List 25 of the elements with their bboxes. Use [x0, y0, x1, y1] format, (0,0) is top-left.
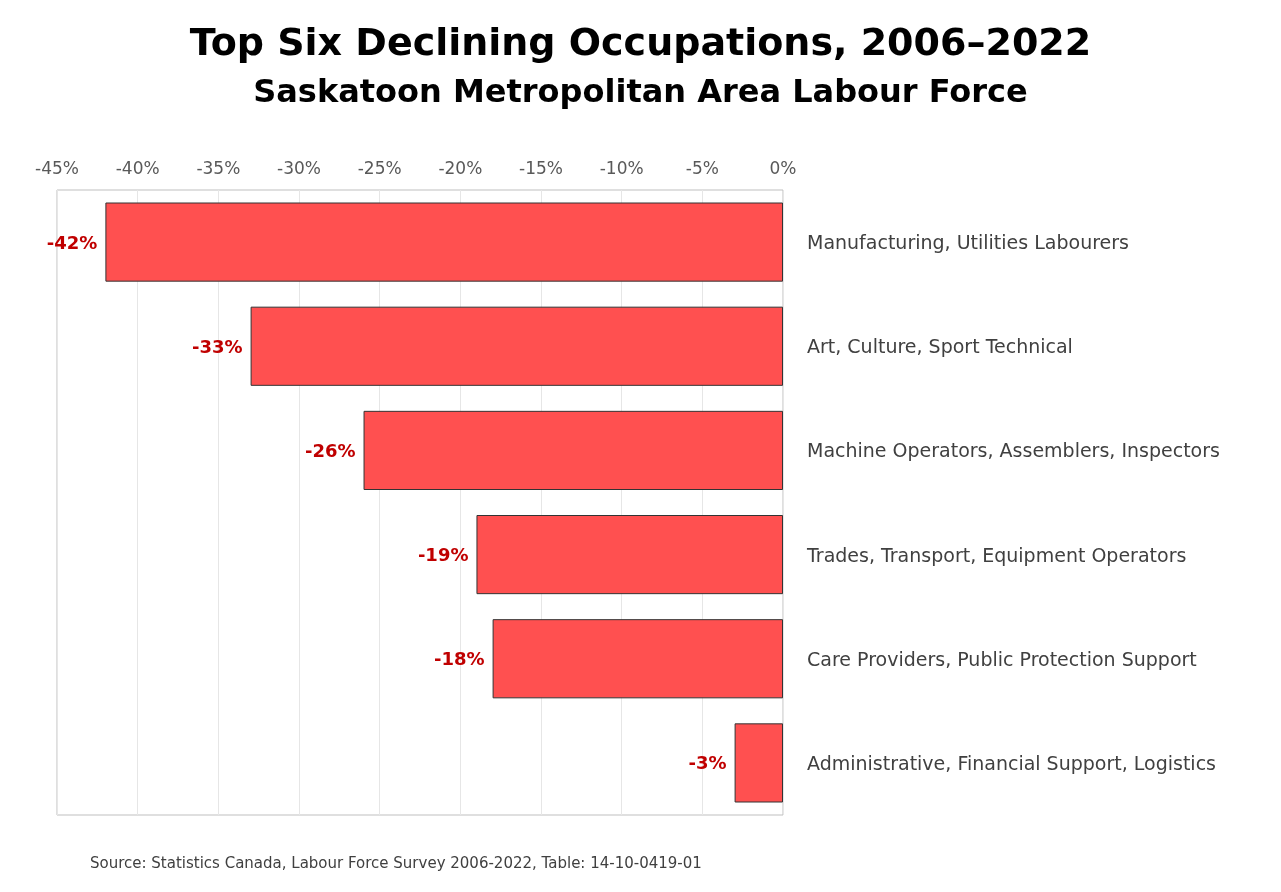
data-label: -18%: [434, 648, 485, 670]
y-tick-label: Administrative, Financial Support, Logistics: [807, 751, 1216, 774]
data-label: -3%: [688, 752, 727, 774]
x-tick-label: -45%: [35, 157, 79, 178]
chart-subtitle: Saskatoon Metropolitan Area Labour Force: [253, 72, 1028, 110]
y-tick-label: Art, Culture, Sport Technical: [807, 335, 1073, 358]
data-label: -26%: [304, 439, 356, 461]
chart-title: Top Six Declining Occupations, 2006–2022: [189, 20, 1092, 64]
x-tick-label: -40%: [115, 157, 160, 178]
y-tick-label: Manufacturing, Utilities Labourers: [807, 231, 1129, 254]
source-note: Source: Statistics Canada, Labour Force Survey 2006-2022, Table: 14-10-0419-01: [90, 853, 702, 872]
y-tick-label: Care Providers, Public Protection Support: [807, 647, 1197, 670]
data-label: -33%: [192, 335, 243, 357]
x-tick-label: -35%: [196, 157, 241, 178]
x-tick-label: -15%: [519, 157, 563, 178]
x-tick-label: 0%: [769, 157, 797, 178]
x-tick-label: -5%: [685, 157, 719, 178]
y-tick-label: Machine Operators, Assemblers, Inspectors: [807, 439, 1220, 462]
x-tick-label: -20%: [438, 157, 483, 178]
data-label: -19%: [417, 544, 469, 566]
x-tick-label: -10%: [599, 157, 644, 178]
x-tick-label: -30%: [277, 157, 321, 178]
y-tick-label: Trades, Transport, Equipment Operators: [806, 543, 1187, 566]
x-tick-label: -25%: [357, 157, 402, 178]
data-label: -42%: [46, 231, 98, 253]
